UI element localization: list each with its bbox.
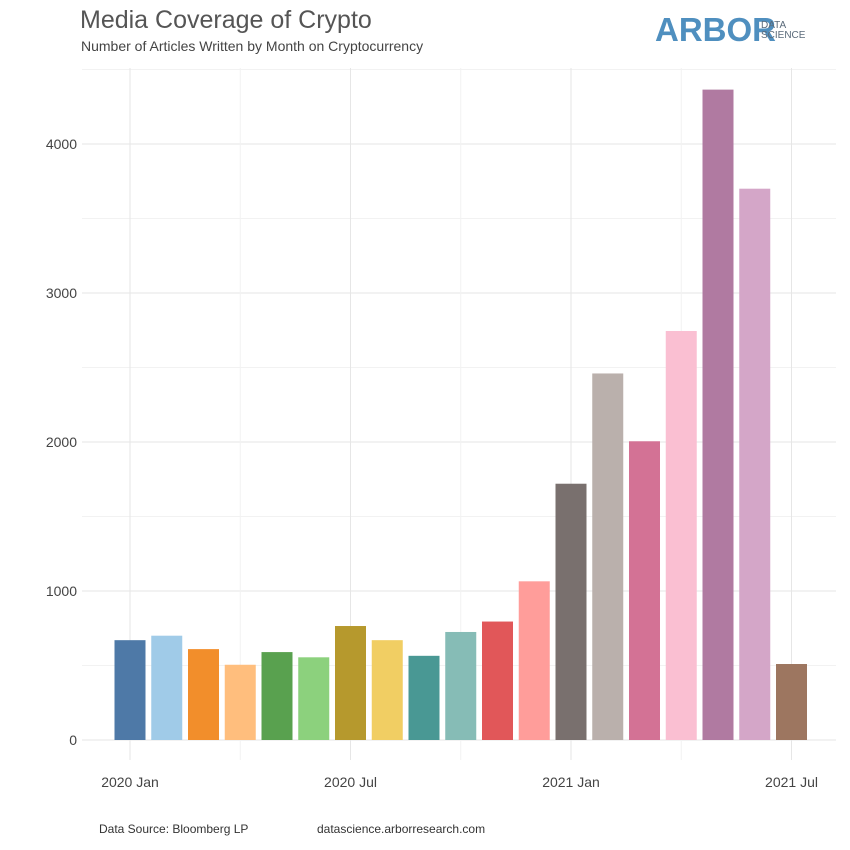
bar-2021-05 bbox=[702, 89, 734, 741]
bar-2020-09 bbox=[408, 655, 440, 740]
bar-2021-02 bbox=[592, 373, 624, 740]
bar-2020-10 bbox=[445, 631, 477, 740]
bar-2020-12 bbox=[518, 581, 550, 740]
y-tick-label: 2000 bbox=[46, 434, 77, 450]
logo-subtext-line2: SCIENCE bbox=[761, 30, 806, 41]
chart-subtitle: Number of Articles Written by Month on C… bbox=[81, 38, 424, 54]
bar-2020-07 bbox=[335, 626, 366, 740]
source-url: datascience.arborresearch.com bbox=[317, 822, 486, 836]
logo-wordmark: ARBOR bbox=[655, 11, 776, 48]
bar-2020-02 bbox=[151, 635, 183, 740]
bar-2020-11 bbox=[482, 621, 513, 740]
bar-2020-03 bbox=[188, 649, 219, 740]
x-tick-label: 2020 Jan bbox=[101, 774, 159, 790]
bar-2021-03 bbox=[629, 441, 660, 740]
bar-2020-08 bbox=[371, 640, 403, 740]
bar-2020-04 bbox=[224, 664, 256, 740]
chart-title: Media Coverage of Crypto bbox=[80, 6, 372, 34]
bar-2021-01 bbox=[555, 483, 587, 740]
data-source-note: Data Source: Bloomberg LP bbox=[99, 822, 249, 836]
y-tick-label: 4000 bbox=[46, 136, 77, 152]
bar-2020-01 bbox=[114, 640, 146, 740]
y-tick-label: 1000 bbox=[46, 583, 77, 599]
x-tick-label: 2021 Jan bbox=[542, 774, 600, 790]
x-tick-label: 2021 Jul bbox=[765, 774, 818, 790]
logo-subtext: DATA SCIENCE bbox=[761, 21, 805, 41]
bar-2021-07 bbox=[776, 664, 807, 740]
logo-subtext-line1: DATA bbox=[761, 20, 787, 31]
bar-2021-06 bbox=[739, 188, 771, 740]
bar-2020-05 bbox=[261, 652, 293, 740]
y-tick-label: 0 bbox=[69, 732, 77, 748]
x-tick-label: 2020 Jul bbox=[324, 774, 377, 790]
y-tick-label: 3000 bbox=[46, 285, 77, 301]
bar-2020-06 bbox=[298, 657, 330, 740]
bar-2021-04 bbox=[665, 330, 697, 740]
